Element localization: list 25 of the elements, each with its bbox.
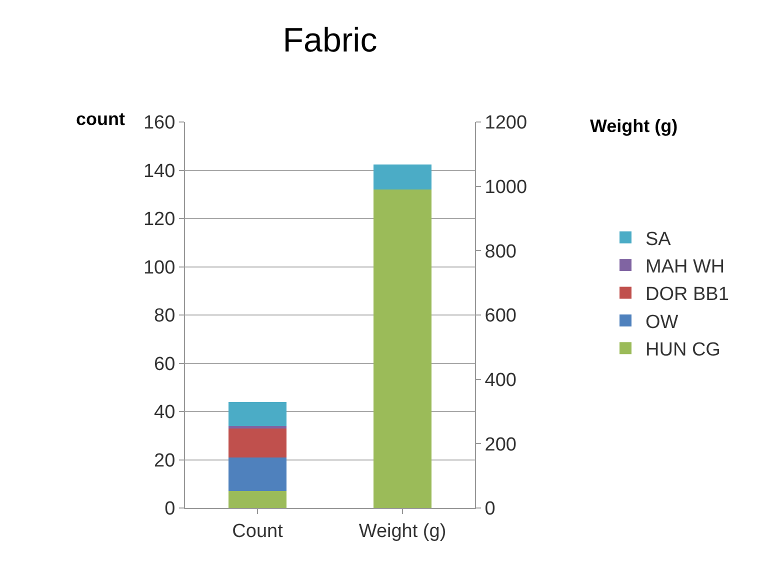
legend-label: OW xyxy=(646,312,678,333)
legend-label: MAH WH xyxy=(646,256,725,278)
y2-tick-label: 200 xyxy=(484,434,517,456)
y2-tick-label: 1000 xyxy=(484,176,528,198)
y-tick-label: 0 xyxy=(164,498,176,520)
legend-label: HUN CG xyxy=(646,340,720,361)
y-tick-label: 160 xyxy=(143,112,176,134)
y-tick-label: 120 xyxy=(143,209,176,230)
y2-tick-label: 400 xyxy=(484,370,517,391)
y2-tick-label: 800 xyxy=(484,241,517,262)
y-tick-label: 140 xyxy=(143,160,176,182)
y2-tick-label: 0 xyxy=(484,498,496,520)
legend-label: SA xyxy=(646,228,672,250)
y2-axis-title: Weight (g) xyxy=(590,116,678,136)
y-tick-label: 80 xyxy=(154,306,176,327)
y-tick-label: 20 xyxy=(154,450,176,472)
x-tick-label: Count xyxy=(232,520,284,542)
legend-label: DOR BB1 xyxy=(646,284,729,306)
y-tick-label: 40 xyxy=(154,402,176,424)
y-tick-label: 100 xyxy=(143,257,176,278)
y2-tick-label: 1200 xyxy=(484,112,528,134)
y2-tick-label: 600 xyxy=(484,306,517,327)
y-tick-label: 60 xyxy=(154,354,176,375)
chart-title: Fabric xyxy=(282,21,378,60)
y-axis-title: count xyxy=(76,109,125,129)
